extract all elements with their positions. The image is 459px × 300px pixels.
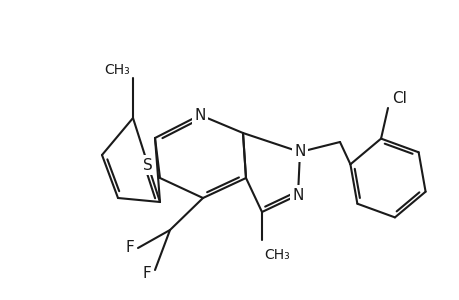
Text: CH₃: CH₃ [263,248,289,262]
Text: N: N [291,188,303,202]
Text: N: N [194,107,205,122]
Text: S: S [143,158,152,172]
Text: Cl: Cl [391,91,406,106]
Text: F: F [142,266,151,281]
Text: N: N [294,145,305,160]
Text: F: F [125,241,134,256]
Text: CH₃: CH₃ [104,63,130,77]
